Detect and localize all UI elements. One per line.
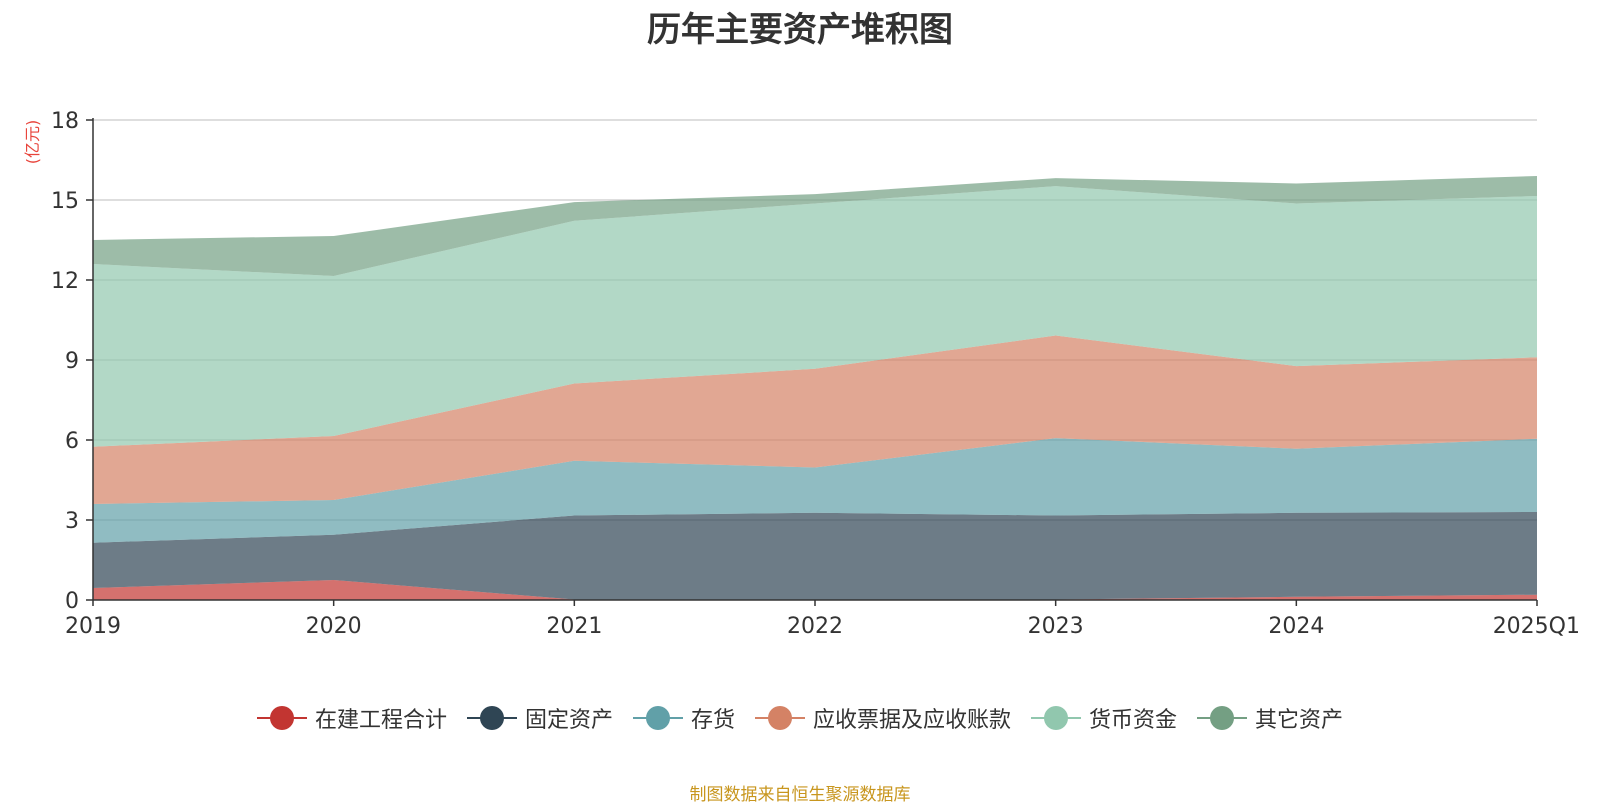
x-tick-label: 2019 [65,614,121,639]
y-tick-label: 15 [51,189,79,214]
legend-item[interactable]: 固定资产 [466,702,613,734]
y-tick-label: 6 [65,429,79,454]
area-series-0 [93,580,1537,600]
x-tick-label: 2022 [787,614,843,639]
x-tick-label: 2021 [546,614,602,639]
legend-label: 应收票据及应收账款 [813,708,1012,733]
legend-item[interactable]: 货币资金 [1031,702,1177,734]
legend-label: 货币资金 [1089,708,1178,733]
y-axis-unit: (亿元) [23,120,42,165]
legend-marker-icon [632,706,683,730]
y-tick-label: 0 [65,589,79,614]
area-series-2 [93,438,1537,543]
legend-marker-icon [755,706,805,730]
legend-marker-icon [1031,706,1082,730]
legend-item[interactable]: 其它资产 [1197,702,1343,734]
legend-marker-icon [466,706,517,730]
area-series-5 [93,176,1537,276]
area-series-4 [93,186,1537,447]
tick-labels: 0 3 6 9 12 15 18 2019 2020 2021 2022 2023 2024 2025Q1 [51,109,1580,639]
legend-label: 存货 [690,708,735,733]
x-tick-label: 2023 [1028,614,1084,639]
legend-label: 其它资产 [1255,708,1344,733]
axes [86,118,1538,606]
source-note: 制图数据来自恒生聚源数据库 [689,785,911,805]
area-series-1 [93,512,1537,600]
legend-item[interactable]: 在建工程合计 [256,702,447,734]
y-tick-label: 12 [51,269,79,294]
legend-marker-icon [1197,706,1248,730]
y-tick-label: 3 [65,509,79,534]
chart-title: 历年主要资产堆积图 [647,10,953,50]
legend: 在建工程合计 固定资产 存货 应收票据及应收账款 货币资金 其它资产 [0,702,1600,734]
stacked-areas [93,176,1537,600]
legend-marker-icon [256,706,307,730]
legend-item[interactable]: 应收票据及应收账款 [755,702,1011,734]
legend-label: 固定资产 [524,708,613,733]
legend-item[interactable]: 存货 [632,702,735,734]
legend-label: 在建工程合计 [314,708,447,733]
y-tick-label: 9 [65,349,79,374]
x-tick-label: 2020 [306,614,362,639]
x-tick-label: 2024 [1268,614,1324,639]
y-tick-label: 18 [51,109,79,134]
area-series-3 [93,335,1537,504]
x-tick-label: 2025Q1 [1493,614,1580,639]
